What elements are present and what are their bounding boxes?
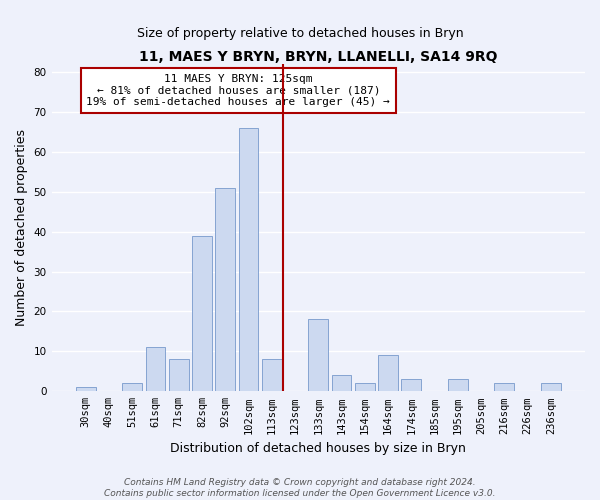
Bar [262, 360, 281, 392]
Title: 11, MAES Y BRYN, BRYN, LLANELLI, SA14 9RQ: 11, MAES Y BRYN, BRYN, LLANELLI, SA14 9R… [139, 50, 497, 64]
Bar [76, 388, 95, 392]
X-axis label: Distribution of detached houses by size in Bryn: Distribution of detached houses by size … [170, 442, 466, 455]
Bar [169, 360, 188, 392]
Bar [494, 384, 514, 392]
Bar [355, 384, 374, 392]
Text: Size of property relative to detached houses in Bryn: Size of property relative to detached ho… [137, 28, 463, 40]
Bar [378, 356, 398, 392]
Y-axis label: Number of detached properties: Number of detached properties [15, 129, 28, 326]
Bar [448, 380, 468, 392]
Text: Contains HM Land Registry data © Crown copyright and database right 2024.
Contai: Contains HM Land Registry data © Crown c… [104, 478, 496, 498]
Bar [239, 128, 259, 392]
Bar [332, 376, 352, 392]
Bar [146, 348, 166, 392]
Bar [215, 188, 235, 392]
Text: 11 MAES Y BRYN: 125sqm
← 81% of detached houses are smaller (187)
19% of semi-de: 11 MAES Y BRYN: 125sqm ← 81% of detached… [86, 74, 390, 107]
Bar [122, 384, 142, 392]
Bar [401, 380, 421, 392]
Bar [192, 236, 212, 392]
Bar [541, 384, 561, 392]
Bar [308, 320, 328, 392]
